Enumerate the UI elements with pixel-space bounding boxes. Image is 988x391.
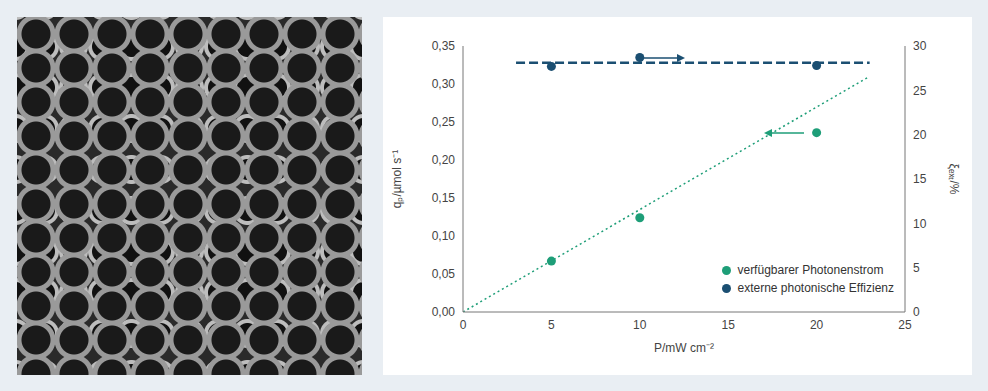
svg-text:0,00: 0,00 bbox=[432, 305, 456, 319]
svg-text:30: 30 bbox=[913, 39, 927, 53]
svg-text:0,10: 0,10 bbox=[432, 229, 456, 243]
svg-text:0,20: 0,20 bbox=[432, 153, 456, 167]
svg-text:5: 5 bbox=[913, 261, 920, 275]
svg-text:qₚ/µmol s⁻¹: qₚ/µmol s⁻¹ bbox=[390, 150, 404, 209]
svg-text:0: 0 bbox=[460, 318, 467, 332]
html-text:externe photonische Effizienz: externe photonische Effizienz bbox=[737, 281, 894, 295]
svg-text:P/mW cm⁻²: P/mW cm⁻² bbox=[654, 341, 714, 355]
svg-text:20: 20 bbox=[913, 128, 927, 142]
svg-text:20: 20 bbox=[810, 318, 824, 332]
svg-text:10: 10 bbox=[913, 217, 927, 231]
svg-text:ξₑₓₜ/%: ξₑₓₜ/% bbox=[947, 164, 961, 195]
svg-text:5: 5 bbox=[548, 318, 555, 332]
svg-text:0,25: 0,25 bbox=[432, 115, 456, 129]
svg-text:0,30: 0,30 bbox=[432, 77, 456, 91]
svg-text:0,05: 0,05 bbox=[432, 267, 456, 281]
svg-text:10: 10 bbox=[633, 318, 647, 332]
svg-text:0,15: 0,15 bbox=[432, 191, 456, 205]
svg-text:15: 15 bbox=[722, 318, 736, 332]
svg-text:0,35: 0,35 bbox=[432, 39, 456, 53]
svg-text:0: 0 bbox=[913, 305, 920, 319]
html-text:verfügbarer Photonenstrom: verfügbarer Photonenstrom bbox=[737, 263, 884, 277]
svg-text:15: 15 bbox=[913, 172, 927, 186]
svg-text:25: 25 bbox=[898, 318, 912, 332]
svg-text:25: 25 bbox=[913, 84, 927, 98]
